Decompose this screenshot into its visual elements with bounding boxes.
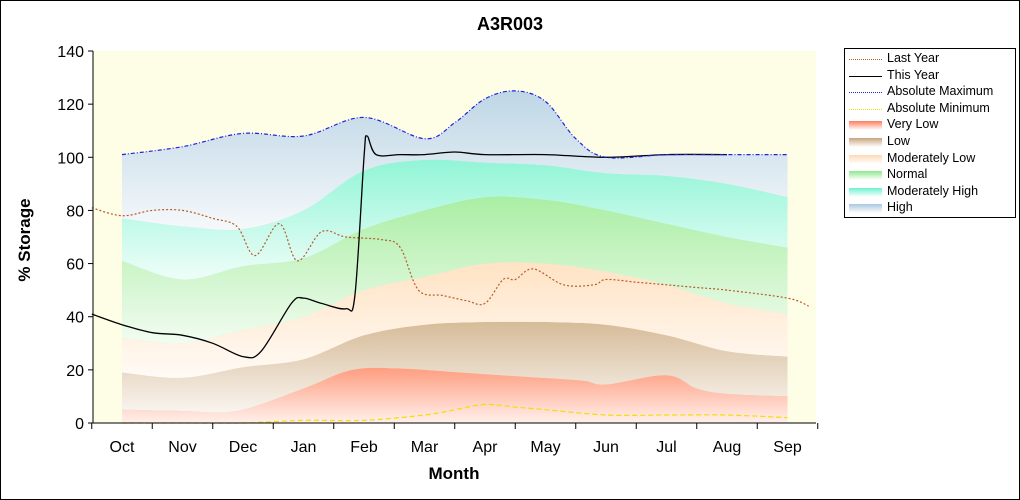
legend-item: This Year (845, 68, 1013, 85)
legend-swatch (849, 171, 882, 181)
series-layer (91, 90, 809, 424)
series-last-year (91, 207, 809, 307)
x-tick-label: Dec (229, 439, 257, 456)
band-shade (122, 321, 788, 413)
legend-swatch (849, 108, 882, 110)
legend-label: High (887, 200, 913, 215)
axes-layer: 0 20 40 60 80 100 120 140 Oct Nov Dec Jan Feb Mar Apr M… (57, 44, 819, 456)
y-tick-label: 140 (57, 44, 84, 61)
x-tick-label: May (530, 439, 560, 456)
legend-swatch (849, 92, 882, 94)
legend-swatch (849, 187, 882, 197)
y-tick-label: 80 (66, 203, 84, 220)
y-tick-label: 120 (57, 97, 84, 114)
legend-label: Last Year (887, 51, 940, 65)
legend-swatch (849, 75, 882, 77)
x-tick-label: Jan (291, 439, 317, 456)
legend-item: Absolute Minimum (845, 101, 1013, 118)
series-absolute-maximum (121, 90, 788, 159)
y-tick-label: 100 (57, 150, 84, 167)
legend-swatch (849, 138, 882, 147)
x-tick-label: Feb (350, 439, 378, 456)
band-shade (122, 159, 788, 280)
legend-label: Normal (887, 167, 928, 182)
series-absolute-minimum (122, 403, 788, 424)
legend-swatch (849, 154, 882, 164)
band-shade (122, 367, 788, 423)
legend-label: Low (887, 134, 910, 148)
legend-label: Absolute Minimum (887, 100, 990, 115)
legend-item: Moderately High (845, 184, 1013, 201)
y-tick-label: 0 (75, 416, 84, 433)
x-tick-label: Nov (168, 439, 196, 456)
x-tick-label: Sep (773, 439, 802, 456)
legend-item: Absolute Maximum (845, 84, 1013, 101)
legend: Last Year This Year Absolute Maximum Absolu… (844, 48, 1016, 218)
x-tick-label: Oct (110, 439, 135, 456)
x-axis-title: Month (428, 464, 480, 483)
legend-item: Last Year (845, 51, 1013, 68)
x-tick-label: Mar (411, 439, 439, 456)
legend-swatch (849, 121, 882, 131)
y-axis-title: % Storage (15, 198, 34, 282)
legend-swatch (849, 204, 882, 214)
legend-swatch (849, 59, 882, 60)
x-tick-label: Aug (713, 439, 741, 456)
x-tick-label: Jun (593, 439, 619, 456)
legend-item: Low (845, 134, 1013, 151)
x-tick-label: Apr (473, 439, 499, 456)
legend-label: Absolute Maximum (887, 84, 994, 99)
legend-item: Normal (845, 167, 1013, 184)
series-this-year (91, 135, 728, 359)
legend-item: Moderately Low (845, 151, 1013, 168)
legend-item: Very Low (845, 117, 1013, 134)
legend-label: Very Low (887, 117, 939, 132)
legend-label: Moderately Low (887, 150, 976, 165)
legend-label: Moderately High (887, 183, 979, 198)
x-tick-label: Jul (656, 439, 676, 456)
y-tick-label: 20 (66, 363, 84, 380)
chart-title: A3R003 (476, 14, 544, 34)
legend-label: This Year (887, 67, 940, 82)
band-shade (122, 262, 788, 378)
y-tick-label: 60 (66, 257, 84, 274)
legend-item: High (845, 200, 1013, 217)
y-tick-label: 40 (66, 310, 84, 327)
band-shade (122, 90, 788, 230)
